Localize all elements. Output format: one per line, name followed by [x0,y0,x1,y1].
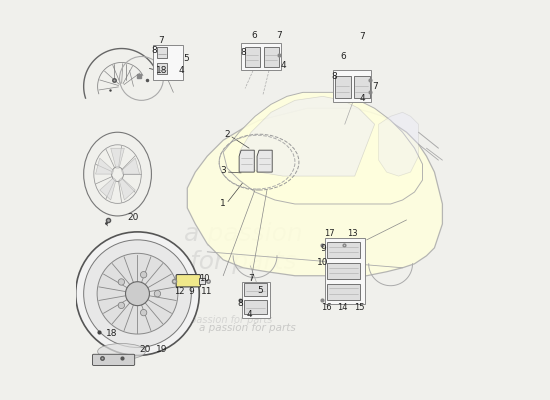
Polygon shape [239,150,254,172]
Polygon shape [239,96,375,176]
Text: 9: 9 [320,244,326,253]
Text: 15: 15 [354,303,365,312]
Circle shape [125,282,150,306]
Circle shape [84,240,191,348]
Text: 8: 8 [240,48,246,57]
Polygon shape [327,263,360,279]
Polygon shape [223,92,422,204]
Polygon shape [100,178,116,200]
Text: 7: 7 [372,82,378,91]
Text: 10: 10 [199,274,210,284]
Text: 13: 13 [347,228,358,238]
Circle shape [140,272,147,278]
Text: 2: 2 [224,130,230,139]
Text: 12: 12 [174,287,185,296]
Text: 9: 9 [189,287,194,296]
Text: 14: 14 [337,303,347,312]
Polygon shape [264,47,279,67]
Circle shape [118,302,124,308]
Polygon shape [327,284,360,300]
Polygon shape [244,282,267,296]
Polygon shape [378,112,419,176]
Text: 4: 4 [280,61,286,70]
Circle shape [140,310,147,316]
Text: 18: 18 [156,66,167,75]
Text: 3: 3 [221,166,226,175]
Polygon shape [119,178,135,200]
Text: 5: 5 [257,286,263,295]
Text: 16: 16 [321,303,331,312]
Text: 8: 8 [152,46,157,55]
Polygon shape [327,242,360,258]
Text: 4: 4 [360,94,366,103]
Text: 19: 19 [156,345,167,354]
Text: 7: 7 [248,274,254,284]
FancyBboxPatch shape [243,282,270,318]
FancyBboxPatch shape [153,44,183,80]
Text: 6: 6 [340,52,345,61]
Text: 6: 6 [251,31,257,40]
Polygon shape [244,300,267,314]
Polygon shape [257,150,272,172]
Text: a passion
for parts: a passion for parts [184,222,302,274]
Text: 1: 1 [221,200,226,208]
Text: 18: 18 [106,329,117,338]
FancyBboxPatch shape [241,42,281,70]
Text: 4: 4 [179,66,184,75]
Text: 20: 20 [140,345,151,354]
Text: 5: 5 [184,54,189,63]
Text: 7: 7 [359,32,365,41]
Text: a passion for parts: a passion for parts [182,314,273,324]
Polygon shape [96,158,113,174]
Polygon shape [354,76,370,98]
Polygon shape [157,47,167,58]
Polygon shape [122,158,140,174]
Text: 10: 10 [317,258,328,268]
Ellipse shape [97,344,145,360]
Circle shape [118,279,124,285]
Text: 8: 8 [331,72,337,81]
FancyBboxPatch shape [333,70,371,102]
Text: 20: 20 [128,214,139,222]
FancyBboxPatch shape [199,278,205,284]
Circle shape [76,232,199,356]
Text: a passion for parts: a passion for parts [199,322,295,332]
Polygon shape [335,76,351,98]
Polygon shape [245,47,260,67]
FancyBboxPatch shape [325,238,365,304]
Text: 11: 11 [201,287,212,296]
FancyBboxPatch shape [176,274,200,287]
Polygon shape [157,63,167,74]
Text: 8: 8 [237,299,243,308]
Text: 4: 4 [246,310,252,319]
Polygon shape [188,108,442,276]
Circle shape [154,290,161,297]
Circle shape [97,253,178,334]
Text: 7: 7 [276,31,282,40]
Polygon shape [111,148,124,168]
Text: 17: 17 [324,228,335,238]
Text: 7: 7 [158,36,163,45]
FancyBboxPatch shape [92,354,135,366]
